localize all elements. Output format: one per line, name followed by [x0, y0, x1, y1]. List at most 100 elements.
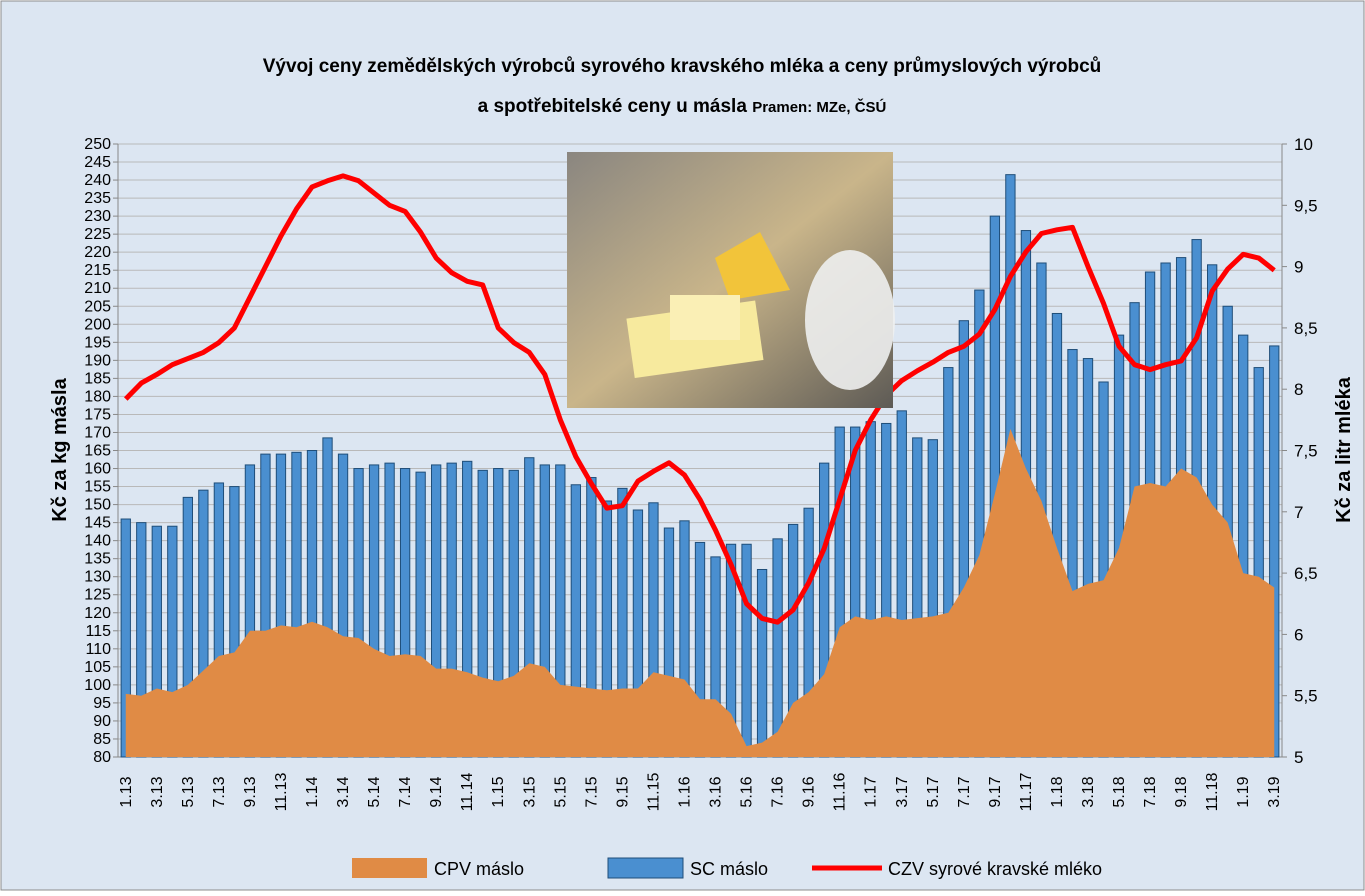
plot-area: 8085909510010511011512012513013514014515… [84, 135, 1317, 811]
legend-label: SC máslo [690, 859, 768, 879]
legend-swatch [352, 858, 427, 878]
x-tick-label: 1.16 [676, 776, 693, 807]
chart-title: Vývoj ceny zemědělských výrobců syrového… [263, 56, 1102, 77]
y-tick-label: 180 [84, 388, 111, 405]
y2-tick-label: 8,5 [1294, 319, 1318, 338]
x-tick-label: 7.13 [211, 776, 228, 807]
y-tick-label: 195 [84, 334, 111, 351]
y2-axis-label: Kč za litr mléka [1333, 376, 1355, 523]
x-tick-label: 11.15 [645, 772, 662, 811]
y-tick-label: 85 [93, 731, 111, 748]
x-tick-label: 5.14 [366, 776, 383, 807]
x-tick-label: 1.18 [1049, 776, 1066, 807]
y-tick-label: 205 [84, 298, 111, 315]
x-tick-label: 5.13 [180, 776, 197, 807]
y-tick-label: 200 [84, 316, 111, 333]
y2-tick-label: 7 [1294, 503, 1303, 522]
area [125, 428, 1275, 757]
y-tick-label: 215 [84, 262, 111, 279]
y-tick-label: 135 [84, 551, 111, 568]
x-tick-label: 5.15 [552, 776, 569, 807]
x-tick-label: 9.14 [428, 776, 445, 807]
x-tick-label: 11.13 [273, 772, 290, 811]
y2-tick-label: 10 [1294, 135, 1313, 154]
y-tick-label: 245 [84, 154, 111, 171]
y-tick-label: 235 [84, 190, 111, 207]
y2-tick-label: 6,5 [1294, 564, 1318, 583]
y2-tick-label: 8 [1294, 380, 1303, 399]
y2-tick-label: 5 [1294, 748, 1303, 767]
legend-label: CZV syrové kravské mléko [888, 859, 1102, 879]
x-tick-label: 9.16 [801, 776, 818, 807]
x-tick-label: 9.13 [242, 776, 259, 807]
legend-swatch [607, 857, 684, 879]
y-tick-label: 220 [84, 244, 111, 261]
y-tick-label: 170 [84, 424, 111, 441]
bar [741, 543, 752, 758]
x-tick-label: 11.17 [1018, 772, 1035, 811]
y-tick-label: 155 [84, 479, 111, 496]
x-tick-label: 5.16 [739, 776, 756, 807]
x-tick-label: 7.14 [397, 776, 414, 807]
y-tick-label: 190 [84, 352, 111, 369]
y-axis-label: Kč za kg másla [49, 377, 71, 521]
y-tick-label: 225 [84, 226, 111, 243]
bar [756, 568, 768, 758]
x-tick-label: 3.15 [521, 776, 538, 807]
x-tick-label: 7.15 [583, 776, 600, 807]
x-tick-label: 5.17 [925, 776, 942, 807]
y-tick-label: 95 [93, 695, 111, 712]
x-tick-label: 7.18 [1142, 776, 1159, 807]
y-tick-label: 185 [84, 370, 111, 387]
x-tick-label: 9.17 [987, 776, 1004, 807]
y-tick-label: 240 [84, 172, 111, 189]
y-tick-label: 130 [84, 569, 111, 586]
x-tick-label: 3.16 [708, 776, 725, 807]
x-tick-label: 7.16 [770, 776, 787, 807]
x-tick-label: 9.15 [614, 776, 631, 807]
y-tick-label: 145 [84, 515, 111, 532]
y2-tick-label: 5,5 [1294, 687, 1318, 706]
y-tick-label: 125 [84, 587, 111, 604]
subtitle: a spotřebitelské ceny u másla [478, 96, 748, 117]
x-tick-label: 11.16 [832, 772, 849, 811]
x-tick-label: 1.14 [304, 776, 321, 807]
x-tick-label: 3.14 [335, 776, 352, 807]
y-tick-label: 165 [84, 443, 111, 460]
x-tick-label: 11.14 [459, 772, 476, 811]
y-tick-label: 110 [85, 641, 111, 658]
y2-tick-label: 9,5 [1294, 196, 1318, 215]
chart-subtitle: a spotřebitelské ceny u másla Pramen: MZ… [478, 96, 887, 117]
line [123, 173, 1276, 625]
y-tick-label: 230 [84, 208, 111, 225]
y-tick-label: 140 [84, 533, 111, 550]
y-tick-label: 160 [84, 461, 111, 478]
x-tick-label: 1.17 [863, 776, 880, 807]
legend-label: CPV máslo [434, 859, 524, 879]
x-tick-label: 7.17 [956, 776, 973, 807]
y-tick-label: 100 [84, 677, 111, 694]
x-tick-label: 1.19 [1235, 776, 1252, 807]
bar [772, 538, 783, 758]
x-tick-label: 1.13 [118, 776, 135, 807]
x-tick-label: 5.18 [1111, 776, 1128, 807]
source: Pramen: MZe, ČSÚ [752, 98, 886, 116]
x-tick-label: 9.18 [1173, 776, 1190, 807]
y-tick-label: 150 [84, 497, 111, 514]
y-tick-label: 80 [93, 749, 111, 766]
y-tick-label: 90 [93, 713, 111, 730]
x-tick-label: 3.13 [149, 776, 166, 807]
x-tick-label: 3.18 [1080, 776, 1097, 807]
x-tick-label: 11.18 [1204, 772, 1221, 811]
y-tick-label: 105 [84, 659, 111, 676]
y2-tick-label: 6 [1294, 625, 1303, 644]
x-tick-label: 3.19 [1266, 776, 1283, 807]
photo [567, 152, 895, 408]
x-tick-label: 1.15 [490, 776, 507, 807]
y-tick-label: 120 [84, 605, 111, 622]
y-tick-label: 175 [84, 406, 111, 423]
y-tick-label: 250 [84, 136, 111, 153]
y2-tick-label: 9 [1294, 258, 1303, 277]
y2-tick-label: 7,5 [1294, 442, 1318, 461]
y-tick-label: 115 [85, 623, 111, 640]
